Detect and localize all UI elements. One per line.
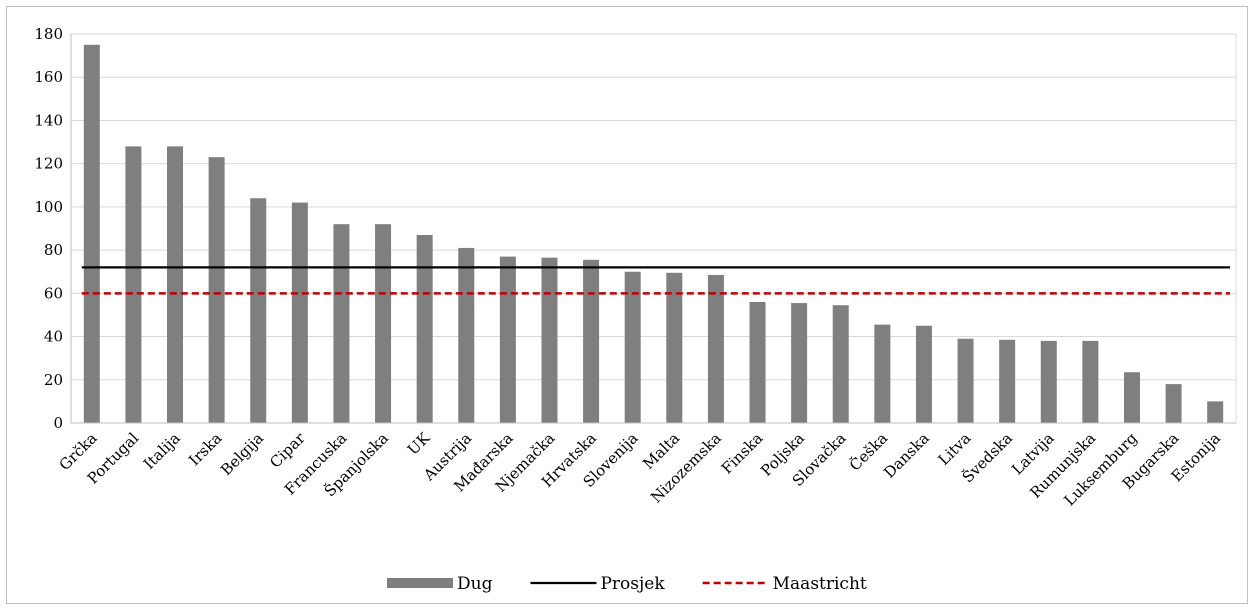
debt-bar-chart: 0 20 40 60 80 100 120 140 160 180 GrčkaPortugalIt… [34, 25, 1237, 594]
reference-lines [81, 266, 1230, 295]
y-tick-label: 180 [34, 25, 63, 43]
bar [583, 259, 600, 423]
bar [832, 305, 849, 423]
bar [375, 224, 392, 423]
y-tick-label: 100 [34, 198, 63, 216]
y-tick-label: 0 [53, 414, 63, 432]
bar-series [83, 44, 1224, 424]
bar [749, 301, 766, 423]
y-tick-label: 60 [44, 284, 63, 302]
legend-label: Dug [457, 574, 493, 594]
chart-frame: 0 20 40 60 80 100 120 140 160 180 Grčka Portugal It… [6, 6, 1248, 604]
bar [999, 339, 1016, 423]
bar [666, 272, 683, 423]
legend-label: Prosjek [600, 574, 665, 594]
y-axis: 0 20 40 60 80 100 120 140 160 180 [34, 25, 72, 432]
x-category-label: Italija [140, 429, 184, 473]
bar [874, 324, 891, 423]
x-category-label: Finska [718, 429, 767, 478]
y-tick-label: 20 [44, 371, 63, 389]
bar [1165, 384, 1182, 423]
bar [624, 271, 641, 423]
bar [1040, 340, 1057, 423]
bar [250, 198, 267, 423]
grid-lines [71, 33, 1237, 424]
bar [499, 256, 516, 423]
y-tick-label: 80 [44, 241, 63, 259]
bar [291, 202, 308, 423]
legend-swatch-bar [387, 578, 453, 588]
x-category-label: UK [404, 429, 434, 459]
y-tick-label: 160 [34, 68, 63, 86]
x-category-label: Belgija [217, 429, 267, 479]
bar [707, 274, 724, 423]
y-tick-label: 140 [34, 111, 63, 129]
bar [167, 146, 184, 423]
bar [333, 224, 350, 423]
bar [208, 157, 225, 423]
legend-label: Maastricht [773, 574, 867, 594]
x-category-label: Danska [880, 429, 933, 482]
bar [1082, 340, 1099, 423]
y-tick-label: 40 [44, 328, 63, 346]
bar [416, 234, 433, 423]
bar [458, 247, 475, 423]
bar [915, 325, 932, 423]
bar [125, 146, 142, 423]
bar [83, 44, 100, 424]
bar [1207, 401, 1224, 423]
bar [957, 338, 974, 423]
bar [541, 257, 558, 423]
bar [1123, 372, 1140, 423]
y-tick-label: 120 [34, 155, 63, 173]
bar [791, 303, 808, 423]
legend: Dug Prosjek Maastricht [387, 574, 867, 594]
